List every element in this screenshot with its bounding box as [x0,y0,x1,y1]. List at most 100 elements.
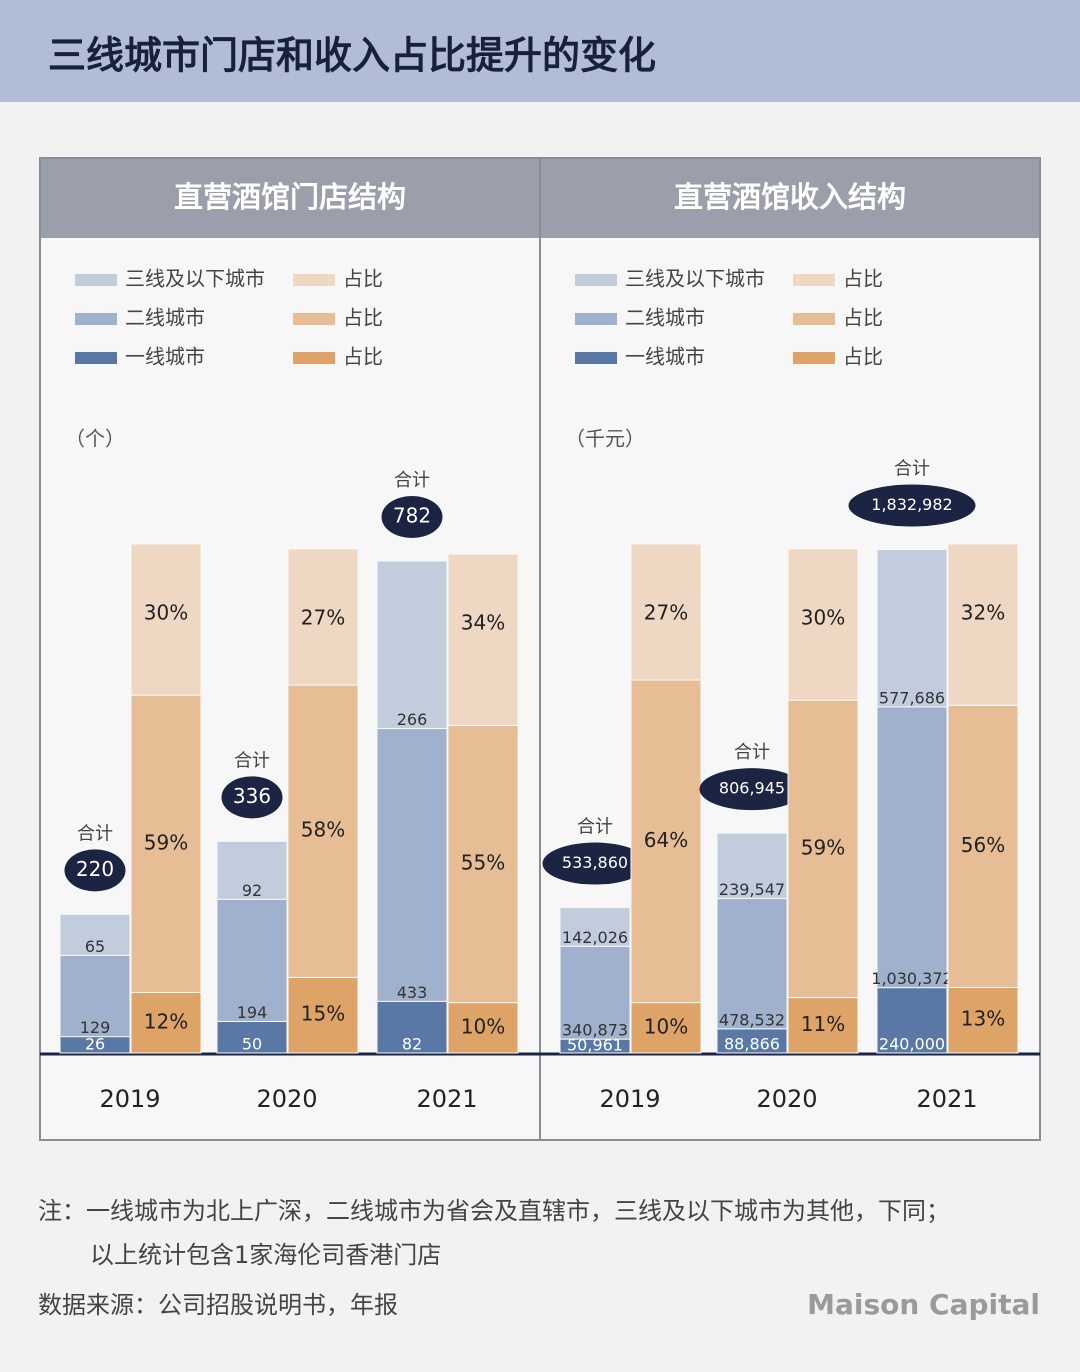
share-label: 27% [301,606,345,630]
legend-label: 一线城市 [625,345,705,369]
legend-label: 占比 [343,345,383,369]
bar-segment [376,1000,448,1054]
bar-label: 142,026 [562,928,628,947]
total-name: 合计 [577,817,613,838]
bar-segment [716,1028,788,1054]
share-segment [130,694,202,994]
bar-label: 129 [80,1018,111,1037]
share-segment [287,684,359,978]
total-label: 336 [233,784,271,808]
share-segment [947,986,1019,1054]
bar-label: 478,532 [719,1010,785,1029]
legend-swatch [75,352,117,364]
total-label: 1,832,982 [871,495,952,514]
header-band [0,0,1080,102]
legend-swatch [293,313,335,325]
bar-segment [59,954,131,1038]
bar-label: 1,030,372 [871,969,952,988]
share-label: 12% [144,1009,188,1033]
total-label: 533,860 [562,853,628,872]
legend-swatch [793,313,835,325]
share-label: 27% [644,600,688,624]
legend-swatch [75,313,117,325]
panel-title: 直营酒馆收入结构 [674,180,906,214]
bar-segment [559,945,631,1040]
share-label: 10% [644,1014,688,1038]
bar-segment [876,706,948,989]
legend-label: 占比 [843,267,883,291]
total-name: 合计 [894,459,930,480]
total-name: 合计 [234,750,270,771]
bar-segment [216,898,288,1023]
share-label: 55% [461,851,505,875]
total-label: 220 [76,857,114,881]
x-tick-label: 2019 [599,1085,660,1113]
x-tick-label: 2021 [916,1085,977,1113]
share-label: 30% [801,606,845,630]
note: 注：一线城市为北上广深，二线城市为省会及直辖市，三线及以下城市为其他，下同； [38,1197,950,1225]
bar-segment [716,897,788,1030]
share-segment [630,543,702,681]
share-label: 64% [644,828,688,852]
share-label: 11% [801,1012,845,1036]
share-label: 15% [301,1002,345,1026]
total-bubble [221,776,283,819]
total-label: 782 [393,503,431,527]
share-segment [130,992,202,1054]
logo: Maison Capital [807,1288,1040,1321]
x-tick-label: 2020 [256,1085,317,1113]
bar-label: 433 [397,983,428,1002]
total-bubble [64,849,126,892]
legend-swatch [793,352,835,364]
share-segment [630,679,702,1004]
legend-swatch [75,274,117,286]
share-label: 32% [961,600,1005,624]
bar-label: 340,873 [562,1021,628,1040]
bar-segment [376,728,448,1002]
legend-label: 一线城市 [125,345,205,369]
share-segment [447,1002,519,1054]
share-label: 13% [961,1007,1005,1031]
legend-label: 二线城市 [625,306,705,330]
legend-label: 二线城市 [125,306,205,330]
bar-label: 194 [237,1003,268,1022]
legend-label: 占比 [843,345,883,369]
legend-swatch [793,274,835,286]
share-segment [947,543,1019,706]
legend-label: 三线及以下城市 [625,267,765,291]
share-label: 58% [301,818,345,842]
share-label: 59% [801,835,845,859]
share-segment [787,548,859,701]
total-bubble [848,484,976,527]
legend-label: 三线及以下城市 [125,267,265,291]
panel-title: 直营酒馆门店结构 [174,180,406,214]
legend-swatch [293,352,335,364]
bar-label: 65 [85,937,105,956]
total-bubble [381,495,443,538]
total-name: 合计 [394,470,430,491]
share-segment [947,704,1019,988]
unit-label: （个） [65,427,125,451]
legend-swatch [575,352,617,364]
total-label: 806,945 [719,779,785,798]
bar-segment [216,840,288,900]
share-label: 34% [461,611,505,635]
share-label: 59% [144,830,188,854]
page-title: 三线城市门店和收入占比提升的变化 [48,34,656,78]
bar-label: 266 [397,710,428,729]
bar-segment [376,560,448,730]
bar-segment [59,913,131,956]
legend-label: 占比 [343,267,383,291]
legend-swatch [575,274,617,286]
share-segment [787,997,859,1054]
x-tick-label: 2020 [756,1085,817,1113]
total-bubble [542,842,648,885]
bar-label: 50 [242,1035,262,1054]
total-name: 合计 [734,742,770,763]
bar-segment [876,549,948,708]
total-name: 合计 [77,823,113,844]
x-tick-label: 2021 [416,1085,477,1113]
bar-label: 26 [85,1035,105,1054]
bar-label: 577,686 [879,688,945,707]
bar-segment [716,832,788,899]
